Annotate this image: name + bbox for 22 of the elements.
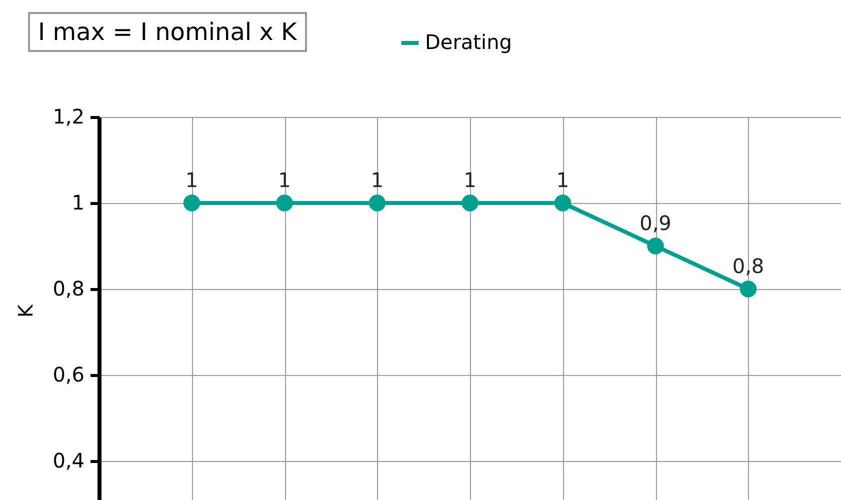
data-label: 1 [464,168,476,192]
y-tick-label: 0,8 [52,276,84,300]
data-label: 0,9 [640,211,672,235]
point [368,194,386,212]
data-label: 1 [278,168,291,192]
point [647,238,664,254]
y-tick-label: 1 [72,190,84,214]
y-axis-title: K [14,304,38,318]
y-tick-label: 0,4 [52,448,84,472]
point [276,194,293,212]
y-tick-label: 1,2 [52,104,84,128]
point [462,194,478,212]
data-label: 1 [556,168,570,192]
legend-label: Derating [425,30,512,54]
data-label: 1 [185,168,198,192]
point [554,194,572,212]
y-tick-label: 0,6 [52,362,84,386]
point [740,280,757,298]
data-label: 0,8 [732,254,764,278]
data-label: 1 [370,168,384,192]
text: I max = I nominal x K [28,12,307,52]
point [183,194,200,212]
